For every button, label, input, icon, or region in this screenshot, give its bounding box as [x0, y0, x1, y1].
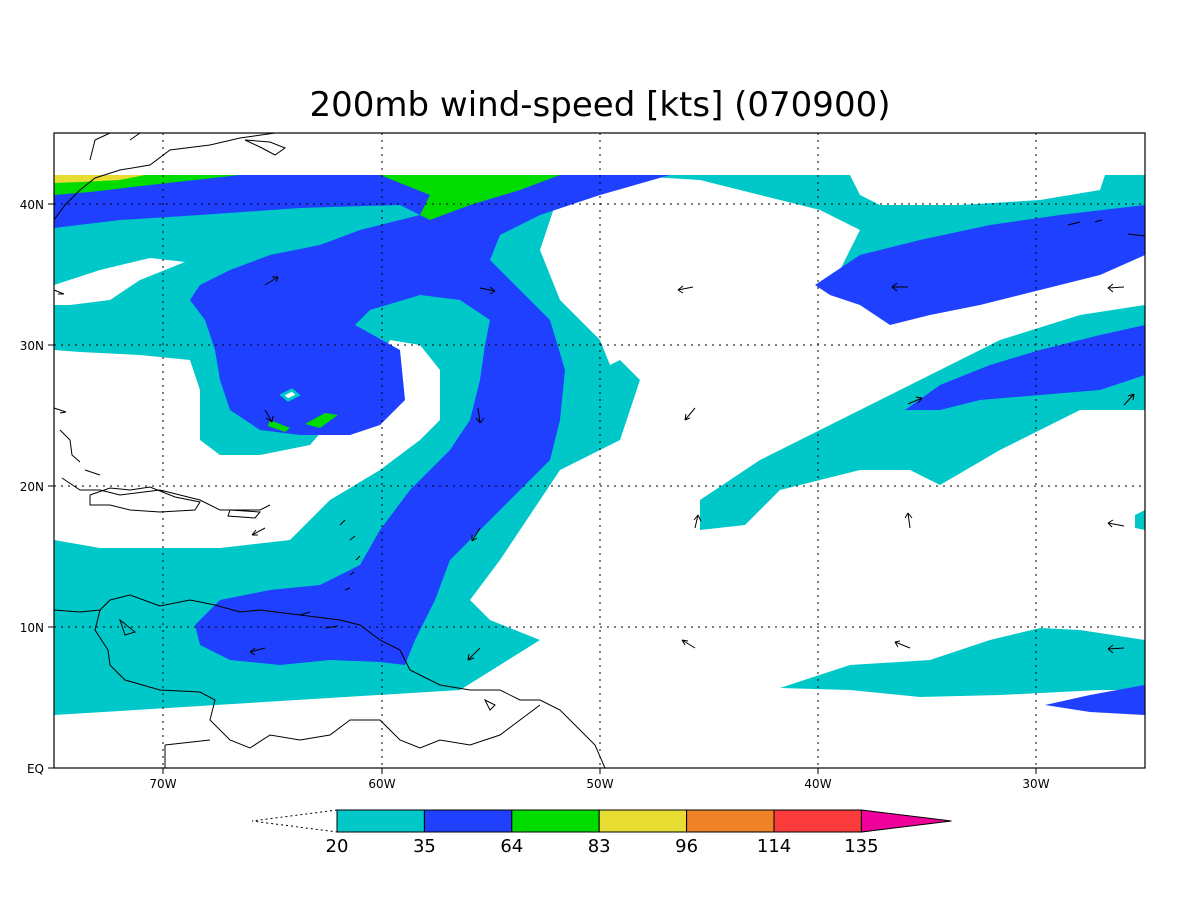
wind-band-64-83: [305, 413, 338, 428]
x-tick-label: 50W: [586, 777, 613, 791]
colorbar-label: 96: [675, 836, 698, 857]
calm-region: [850, 175, 1105, 205]
y-tick-label: 30N: [20, 339, 44, 353]
colorbar: 20 35 64 83 96 114 135: [251, 809, 952, 857]
wind-band-35-64: [1045, 685, 1145, 715]
x-tick-label: 70W: [149, 777, 176, 791]
wind-band-20-35: [1135, 510, 1145, 530]
colorbar-segment: [773, 809, 862, 833]
colorbar-segment: [511, 809, 600, 833]
colorbar-label: 83: [588, 836, 611, 857]
y-tick-label: 40N: [20, 198, 44, 212]
colorbar-segment: [598, 809, 688, 833]
wind-band-64-83: [380, 175, 560, 220]
calm-region: [54, 340, 440, 548]
colorbar-label: 64: [500, 836, 523, 857]
colorbar-segment: [423, 809, 513, 833]
calm-region: [279, 388, 301, 402]
x-tick-label: 60W: [368, 777, 395, 791]
wind-band-20-35: [780, 628, 1145, 697]
wind-band-64-83: [268, 420, 290, 432]
colorbar-label: 114: [757, 836, 791, 857]
y-tick-label: 10N: [20, 621, 44, 635]
colorbar-label: 135: [844, 836, 878, 857]
y-tick-label: 20N: [20, 480, 44, 494]
y-tick-label: EQ: [27, 762, 44, 776]
wind-band-35-64: [815, 205, 1145, 325]
colorbar-label: 20: [326, 836, 349, 857]
colorbar-label: 35: [413, 836, 436, 857]
wind-speed-field: [54, 175, 1145, 715]
wind-band-35-64: [54, 175, 670, 665]
tick-marks: [48, 203, 1037, 774]
wind-vectors: [53, 276, 1135, 661]
wind-band-35-64: [905, 325, 1145, 410]
wind-band-83-96: [54, 175, 145, 183]
colorbar-low-triangle: [251, 809, 338, 833]
colorbar-segment: [860, 809, 952, 833]
coastlines: [53, 132, 1146, 769]
calm-region: [54, 258, 185, 305]
map-title: 200mb wind-speed [kts] (070900): [310, 85, 891, 125]
x-axis-labels: 70W 60W 50W 40W 30W: [149, 777, 1049, 791]
y-axis-labels: EQ 10N 20N 30N 40N: [20, 198, 44, 776]
wind-band-20-35: [700, 305, 1145, 530]
colorbar-segment: [336, 809, 425, 833]
colorbar-segment: [686, 809, 775, 833]
lat-lon-grid: [54, 133, 1145, 768]
x-tick-label: 30W: [1022, 777, 1049, 791]
x-tick-label: 40W: [804, 777, 831, 791]
